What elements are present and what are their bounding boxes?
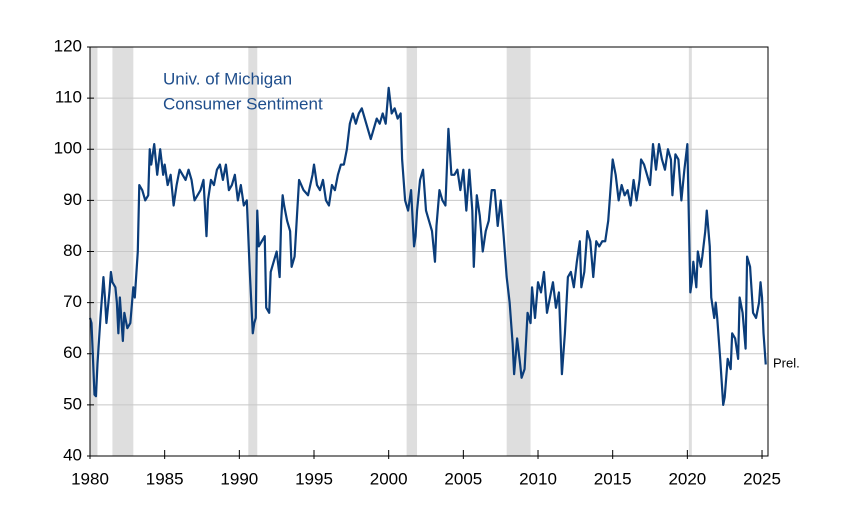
y-tick-label: 120 [54, 36, 82, 55]
legend-line-2: Consumer Sentiment [163, 94, 323, 113]
y-tick-label: 90 [63, 190, 82, 209]
x-tick-label: 2000 [370, 469, 408, 488]
y-tick-label: 50 [63, 394, 82, 413]
x-tick-label: 2010 [519, 469, 557, 488]
y-tick-label: 80 [63, 241, 82, 260]
y-tick-label: 110 [55, 88, 82, 107]
legend-line-1: Univ. of Michigan [163, 69, 292, 88]
series-line [88, 86, 767, 406]
x-tick-label: 1995 [295, 469, 333, 488]
y-tick-label: 100 [54, 139, 82, 158]
x-tick-label: 2015 [594, 469, 632, 488]
x-tick-label: 2020 [668, 469, 706, 488]
y-tick-label: 60 [63, 343, 82, 362]
x-tick-label: 1980 [71, 469, 109, 488]
x-tick-label: 1985 [146, 469, 184, 488]
x-tick-label: 2005 [444, 469, 482, 488]
plot-area: 40 50 60 70 80 90 100 110 120 1980 1985 1990 1995 200… [54, 36, 781, 488]
plot-frame [89, 46, 769, 457]
y-tick-label: 40 [63, 445, 82, 464]
y-tick-label: 70 [63, 292, 82, 311]
x-tick-label: 2025 [743, 469, 781, 488]
x-tick-label: 1990 [220, 469, 258, 488]
annotation: Prel. [773, 355, 800, 370]
